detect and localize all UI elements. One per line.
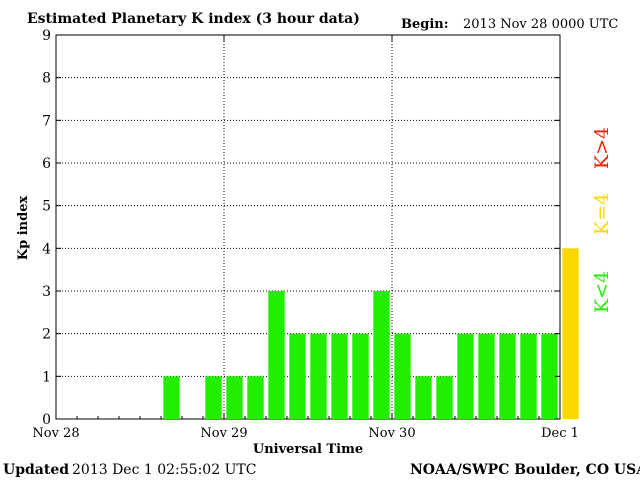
begin-value: 2013 Nov 28 0000 UTC [463,17,618,32]
kp-bar [541,333,558,419]
y-tick-label: 3 [42,284,51,300]
kp-bar [520,333,537,419]
kp-bar [310,333,327,419]
y-tick-label: 8 [42,71,51,87]
y-axis-label: Kp index [16,196,31,261]
y-tick-label: 4 [42,241,51,257]
x-tick-label: Dec 1 [541,426,579,441]
kp-bar [163,376,180,419]
kp-bar [436,376,453,419]
kp-bar [562,248,579,419]
legend-equal: K=4 [591,193,613,235]
x-tick-label: Nov 29 [200,426,247,441]
y-tick-label: 9 [42,28,51,44]
kp-bar [205,376,222,419]
kp-bar [226,376,243,419]
legend-low: K<4 [591,271,613,313]
x-tick-label: Nov 28 [32,426,79,441]
x-axis-label: Universal Time [253,442,363,457]
y-tick-label: 7 [42,113,51,129]
begin-label: Begin: [401,17,449,32]
updated-value: 2013 Dec 1 02:55:02 UTC [72,462,256,478]
grid-lines [56,35,560,419]
kp-bar [373,291,390,419]
legend-high: K>4 [591,127,613,169]
y-tick-label: 6 [42,156,51,172]
bar-series [163,248,579,419]
y-tick-label: 0 [42,412,51,428]
y-axis-ticks: 0 1 2 3 4 5 6 7 8 9 [42,28,560,428]
credit-text: NOAA/SWPC Boulder, CO USA [410,462,640,478]
kp-bar [247,376,264,419]
updated-label: Updated [3,462,69,478]
kp-bar [499,333,516,419]
kp-bar [268,291,285,419]
y-tick-label: 1 [42,369,51,385]
kp-bar [331,333,348,419]
kp-bar [457,333,474,419]
kp-bar [478,333,495,419]
y-tick-label: 5 [42,199,51,215]
x-tick-label: Nov 30 [368,426,415,441]
chart-title: Estimated Planetary K index (3 hour data… [27,11,360,27]
kp-bar [352,333,369,419]
kp-bar [394,333,411,419]
x-axis-ticks: Nov 28 Nov 29 Nov 30 Dec 1 [32,35,579,441]
kp-bar [289,333,306,419]
y-tick-label: 2 [42,327,51,343]
kp-bar [415,376,432,419]
